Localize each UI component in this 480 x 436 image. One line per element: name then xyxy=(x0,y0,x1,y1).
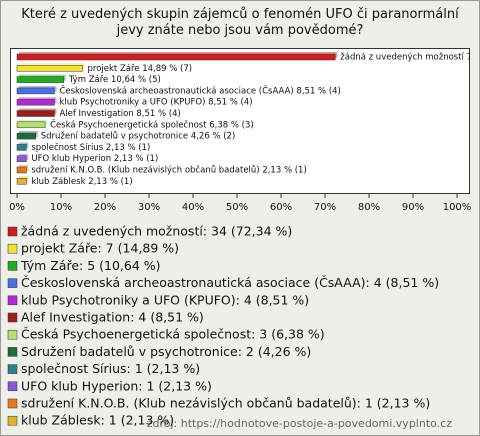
data-label: klub Záblesk 2,13 % (1) xyxy=(31,177,132,187)
data-label: UFO klub Hyperion 2,13 % (1) xyxy=(31,154,158,164)
legend-label: klub Záblesk: 1 (2,13 %) xyxy=(21,413,174,428)
legend-label: sdružení K.N.O.B. (Klub nezávislých obča… xyxy=(21,396,430,411)
legend-swatch xyxy=(7,278,18,288)
x-tick-label: 0% xyxy=(9,202,25,213)
data-label: žádná z uvedených možností 72,34 % (34) xyxy=(340,53,480,63)
legend-swatch xyxy=(7,261,18,271)
legend-label: Tým Záře: 5 (10,64 %) xyxy=(20,258,161,273)
source: zdroj: https://hodnotove-postoje-a-poved… xyxy=(147,417,453,430)
bar xyxy=(16,121,46,129)
data-label: Česká Psychoenergetická společnost 6,38 … xyxy=(50,118,254,130)
bar xyxy=(16,53,336,61)
data-label: společnost Sírius 2,13 % (1) xyxy=(31,142,150,153)
x-tick-label: 50% xyxy=(226,202,248,213)
data-label: Sdružení badatelů v psychotronice 4,26 %… xyxy=(41,131,236,142)
plot-area: žádná z uvedených možností 72,34 % (34) p… xyxy=(16,52,480,187)
legend-swatch xyxy=(7,243,18,254)
x-tick-label: 100% xyxy=(443,202,472,213)
bar xyxy=(16,144,27,151)
x-tick-label: 20% xyxy=(94,202,116,213)
bar xyxy=(16,178,27,185)
x-tick-label: 10% xyxy=(50,202,72,213)
plot-frame xyxy=(10,48,470,194)
legend-label: Československá archeoastronautická asoci… xyxy=(21,275,439,290)
data-label: klub Psychotroniky a UFO (KPUFO) 8,51 % … xyxy=(59,98,252,108)
x-tick-label: 30% xyxy=(138,202,160,213)
x-tick-label: 90% xyxy=(402,202,424,213)
x-tick-label: 80% xyxy=(358,202,380,213)
x-tick-label: 60% xyxy=(270,202,292,213)
data-label: Tým Záře 10,64 % (5) xyxy=(68,75,161,85)
bar xyxy=(16,65,83,72)
bar xyxy=(16,110,55,117)
bar xyxy=(16,87,55,95)
bar xyxy=(16,166,27,174)
legend-label: žádná z uvedených možností: 34 (72,34 %) xyxy=(21,224,292,239)
legend-label: projekt Záře: 7 (14,89 %) xyxy=(21,241,179,256)
legend-label: Sdružení badatelů v psychotronice: 2 (4,… xyxy=(21,344,311,359)
legend-swatch xyxy=(7,381,18,392)
data-label: projekt Záře 14,89 % (7) xyxy=(88,64,193,74)
x-tick-label: 40% xyxy=(182,202,204,213)
legend-swatch xyxy=(7,398,18,409)
bar xyxy=(16,76,65,83)
bar xyxy=(16,132,36,140)
x-tick-label: 70% xyxy=(314,202,336,213)
legend-label: klub Psychotroniky a UFO (KPUFO): 4 (8,5… xyxy=(21,292,309,307)
data-label: Československá archeoastronautická asoci… xyxy=(59,84,340,96)
legend-swatch xyxy=(7,312,18,323)
data-label: Alef Investigation 8,51 % (4) xyxy=(59,109,180,119)
legend-label: Česká Psychoenergetická společnost: 3 (6… xyxy=(21,327,325,342)
legend-swatch xyxy=(7,364,18,374)
legend-swatch xyxy=(7,347,18,357)
legend-swatch xyxy=(7,226,18,237)
legend-label: UFO klub Hyperion: 1 (2,13 %) xyxy=(21,378,212,393)
legend-swatch xyxy=(7,329,18,340)
chart-title: Které z uvedených skupin zájemců o fenom… xyxy=(21,7,459,38)
legend-swatch xyxy=(7,295,18,306)
data-label: sdružení K.N.O.B. (Klub nezávislých obča… xyxy=(31,165,306,176)
legend-swatch xyxy=(7,415,18,426)
bar xyxy=(16,155,27,162)
bar xyxy=(16,98,55,106)
legend-label: Alef Investigation: 4 (8,51 %) xyxy=(21,310,204,325)
legend-label: společnost Sírius: 1 (2,13 %) xyxy=(21,361,200,376)
